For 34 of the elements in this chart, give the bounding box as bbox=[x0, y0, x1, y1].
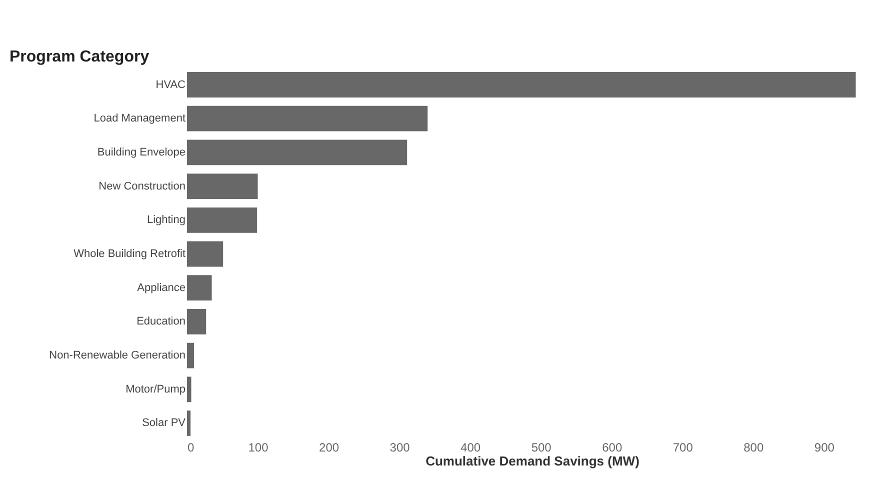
bar bbox=[187, 106, 428, 132]
bar bbox=[187, 309, 206, 334]
x-tick-label: 0 bbox=[188, 440, 194, 454]
x-tick-label: 100 bbox=[248, 440, 269, 454]
bar bbox=[187, 410, 191, 436]
y-tick-label: HVAC bbox=[156, 78, 186, 91]
bar bbox=[187, 207, 258, 233]
x-tick-label: 900 bbox=[814, 440, 835, 454]
x-axis-title: Cumulative Demand Savings (MW) bbox=[426, 454, 640, 468]
x-tick-label: 500 bbox=[531, 440, 552, 454]
y-tick-label: Building Envelope bbox=[97, 146, 186, 158]
x-tick-label: 300 bbox=[390, 440, 410, 454]
y-tick-label: Appliance bbox=[137, 282, 186, 294]
y-tick-label: Education bbox=[136, 316, 186, 328]
y-tick-label: Non-Renewable Generation bbox=[49, 350, 186, 362]
x-tick-label: 200 bbox=[319, 440, 340, 454]
y-axis-title: Program Category bbox=[10, 48, 150, 66]
bar bbox=[187, 174, 258, 199]
x-tick-label: 800 bbox=[744, 440, 764, 454]
y-tick-label: Load Management bbox=[94, 112, 186, 125]
x-tick-label: 700 bbox=[672, 440, 694, 454]
y-tick-label: Whole Building Retrofit bbox=[74, 248, 186, 260]
bar bbox=[187, 72, 856, 98]
y-tick-label: New Construction bbox=[98, 180, 186, 192]
bar bbox=[187, 275, 212, 301]
y-tick-label: Lighting bbox=[146, 214, 186, 226]
bar bbox=[187, 342, 194, 368]
y-tick-label: Solar PV bbox=[142, 417, 186, 430]
bar bbox=[187, 241, 224, 267]
x-tick-label: 400 bbox=[460, 440, 481, 454]
bar bbox=[187, 140, 408, 166]
y-tick-label: Motor/Pump bbox=[126, 383, 186, 396]
x-tick-label: 600 bbox=[602, 440, 622, 454]
bar bbox=[187, 376, 192, 402]
